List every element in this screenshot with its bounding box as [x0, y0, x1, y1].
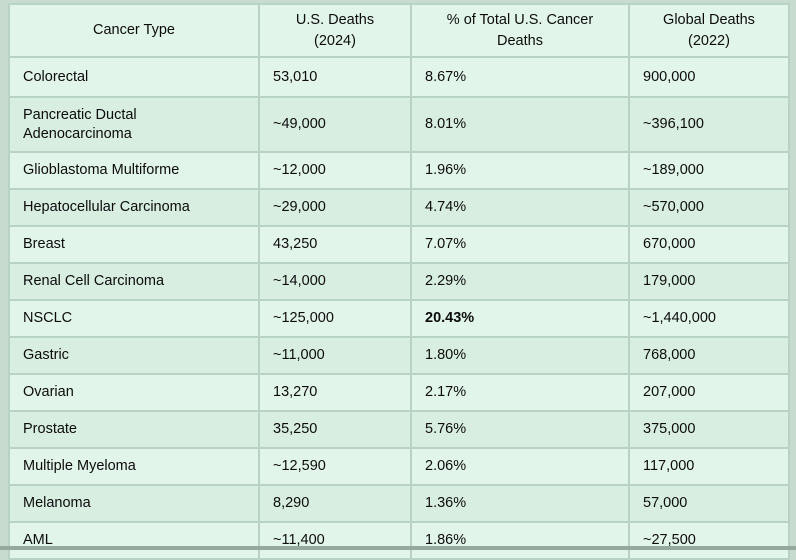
cell-us-deaths: ~11,400 [258, 521, 412, 560]
table-row: Gastric ~11,000 1.80% 768,000 [8, 336, 790, 375]
cell-us-deaths: ~29,000 [258, 188, 412, 227]
cell-cancer-type: NSCLC [8, 299, 260, 338]
cell-us-deaths: ~12,590 [258, 447, 412, 486]
column-header-us-deaths: U.S. Deaths (2024) [258, 3, 412, 58]
column-header-global-deaths: Global Deaths (2022) [628, 3, 790, 58]
column-header-cancer-type: Cancer Type [8, 3, 260, 58]
table-row: Glioblastoma Multiforme ~12,000 1.96% ~1… [8, 151, 790, 190]
cell-us-deaths: 35,250 [258, 410, 412, 449]
table-row: Colorectal 53,010 8.67% 900,000 [8, 56, 790, 98]
cell-cancer-type: Pancreatic Ductal Adenocarcinoma [8, 96, 260, 153]
cell-us-deaths: ~14,000 [258, 262, 412, 301]
cell-global-deaths: ~396,100 [628, 96, 790, 153]
cell-pct-total: 7.07% [410, 225, 630, 264]
cell-pct-total: 2.17% [410, 373, 630, 412]
table-row: NSCLC ~125,000 20.43% ~1,440,000 [8, 299, 790, 338]
cell-pct-total: 4.74% [410, 188, 630, 227]
table-row: Renal Cell Carcinoma ~14,000 2.29% 179,0… [8, 262, 790, 301]
cell-cancer-type: Gastric [8, 336, 260, 375]
cell-cancer-type: Ovarian [8, 373, 260, 412]
table-row: Ovarian 13,270 2.17% 207,000 [8, 373, 790, 412]
bottom-edge [0, 546, 796, 550]
cancer-deaths-table-wrap: Cancer Type U.S. Deaths (2024) % of Tota… [8, 3, 790, 560]
cell-us-deaths: ~11,000 [258, 336, 412, 375]
table-row: Breast 43,250 7.07% 670,000 [8, 225, 790, 264]
cell-pct-total: 1.96% [410, 151, 630, 190]
cancer-deaths-table: Cancer Type U.S. Deaths (2024) % of Tota… [8, 3, 790, 560]
cell-pct-total: 2.29% [410, 262, 630, 301]
cell-cancer-type: Melanoma [8, 484, 260, 523]
cell-pct-total: 8.01% [410, 96, 630, 153]
table-row: Melanoma 8,290 1.36% 57,000 [8, 484, 790, 523]
cell-cancer-type: AML [8, 521, 260, 560]
cell-global-deaths: 179,000 [628, 262, 790, 301]
cell-cancer-type: Hepatocellular Carcinoma [8, 188, 260, 227]
cell-pct-total: 2.06% [410, 447, 630, 486]
cell-us-deaths: 8,290 [258, 484, 412, 523]
cell-global-deaths: ~1,440,000 [628, 299, 790, 338]
cell-pct-total: 5.76% [410, 410, 630, 449]
cell-cancer-type: Glioblastoma Multiforme [8, 151, 260, 190]
cell-us-deaths: ~49,000 [258, 96, 412, 153]
cell-cancer-type: Colorectal [8, 56, 260, 98]
cell-cancer-type: Renal Cell Carcinoma [8, 262, 260, 301]
cell-pct-total: 1.80% [410, 336, 630, 375]
cell-us-deaths: 53,010 [258, 56, 412, 98]
cell-global-deaths: 375,000 [628, 410, 790, 449]
cell-cancer-type: Prostate [8, 410, 260, 449]
cell-us-deaths: 43,250 [258, 225, 412, 264]
table-row: Multiple Myeloma ~12,590 2.06% 117,000 [8, 447, 790, 486]
cell-pct-total: 1.36% [410, 484, 630, 523]
cell-global-deaths: 57,000 [628, 484, 790, 523]
column-header-pct-total: % of Total U.S. Cancer Deaths [410, 3, 630, 58]
cell-us-deaths: 13,270 [258, 373, 412, 412]
cell-global-deaths: 900,000 [628, 56, 790, 98]
table-row: AML ~11,400 1.86% ~27,500 [8, 521, 790, 560]
cell-global-deaths: ~570,000 [628, 188, 790, 227]
cell-global-deaths: 117,000 [628, 447, 790, 486]
header-row: Cancer Type U.S. Deaths (2024) % of Tota… [8, 3, 790, 58]
table-row: Prostate 35,250 5.76% 375,000 [8, 410, 790, 449]
cell-us-deaths: ~12,000 [258, 151, 412, 190]
cell-cancer-type: Breast [8, 225, 260, 264]
cell-pct-total: 20.43% [410, 299, 630, 338]
cell-cancer-type: Multiple Myeloma [8, 447, 260, 486]
table-row: Hepatocellular Carcinoma ~29,000 4.74% ~… [8, 188, 790, 227]
cell-global-deaths: 670,000 [628, 225, 790, 264]
cell-pct-total: 1.86% [410, 521, 630, 560]
cell-global-deaths: ~189,000 [628, 151, 790, 190]
table-row: Pancreatic Ductal Adenocarcinoma ~49,000… [8, 96, 790, 153]
cell-pct-total: 8.67% [410, 56, 630, 98]
cell-global-deaths: 207,000 [628, 373, 790, 412]
cell-global-deaths: 768,000 [628, 336, 790, 375]
cell-us-deaths: ~125,000 [258, 299, 412, 338]
cell-global-deaths: ~27,500 [628, 521, 790, 560]
